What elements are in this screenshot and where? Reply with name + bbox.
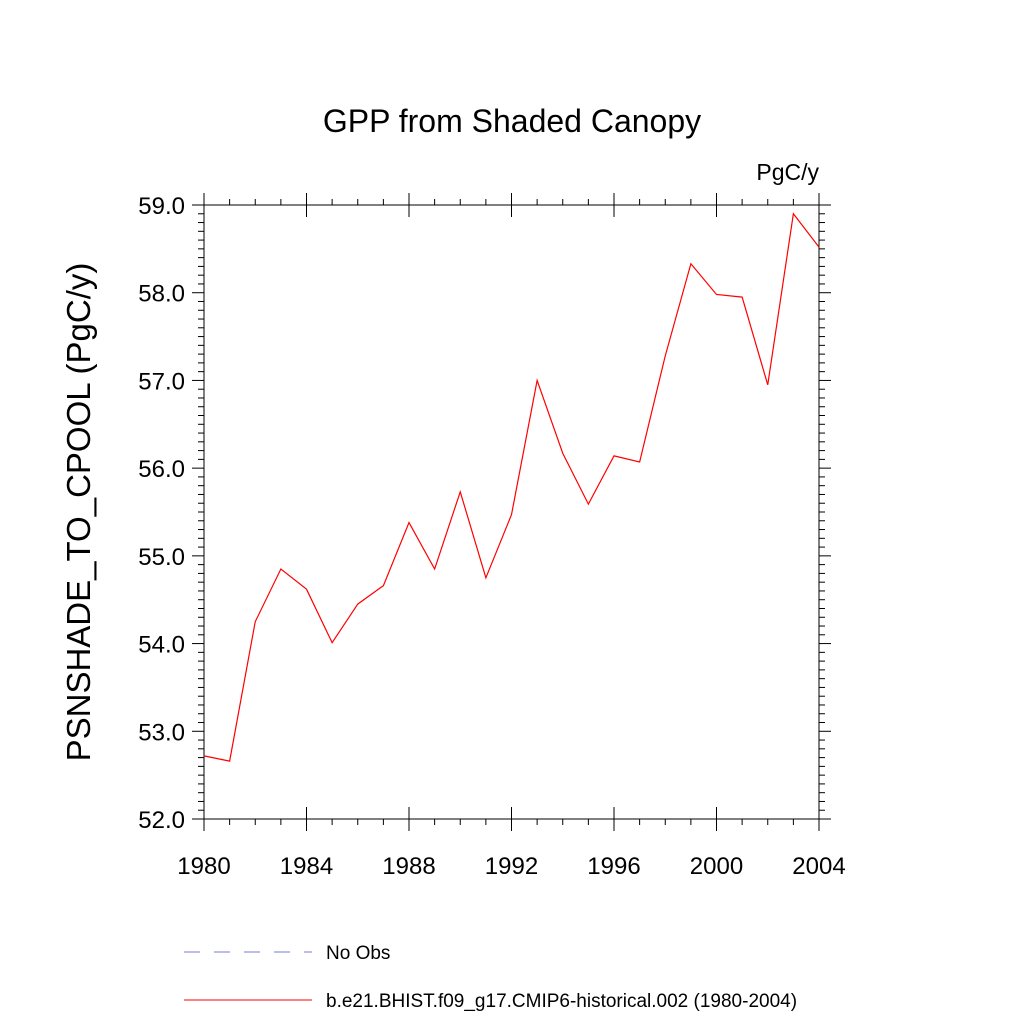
y-tick-label: 57.0 [138, 368, 185, 395]
y-tick-label: 53.0 [138, 719, 185, 746]
legend: No Obs b.e21.BHIST.f09_g17.CMIP6-historic… [184, 943, 797, 1012]
x-tick-label: 1996 [587, 853, 640, 880]
plot-axes: 52.0 53.0 54.0 55.0 56.0 57.0 58.0 59.0 1980 1984… [138, 193, 846, 880]
series-line [203, 212, 820, 762]
y-tick-label: 56.0 [138, 456, 185, 483]
x-tick-label: 1984 [280, 853, 333, 880]
y-tick-label: 55.0 [138, 544, 185, 571]
plot-series [203, 212, 820, 762]
x-tick-label: 1988 [382, 853, 435, 880]
legend-label: No Obs [326, 943, 390, 964]
y-tick-label: 59.0 [138, 193, 185, 220]
y-axis-label: PSNSHADE_TO_CPOOL (PgC/y) [60, 263, 97, 762]
y-tick-label: 54.0 [138, 632, 185, 659]
x-tick-label: 2004 [792, 853, 845, 880]
x-tick-label: 1980 [177, 853, 230, 880]
y-tick-label: 52.0 [138, 807, 185, 834]
x-tick-label: 1992 [485, 853, 538, 880]
y-tick-label: 58.0 [138, 281, 185, 308]
x-tick-label: 2000 [690, 853, 743, 880]
units-label: PgC/y [756, 159, 819, 185]
chart-title: GPP from Shaded Canopy [323, 103, 701, 139]
legend-label: b.e21.BHIST.f09_g17.CMIP6-historical.002… [326, 991, 797, 1012]
